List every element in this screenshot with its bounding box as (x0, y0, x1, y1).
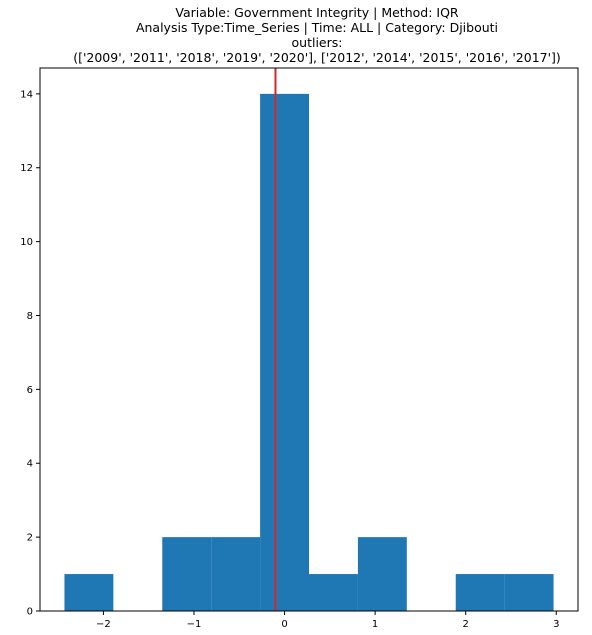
histogram-bar-0 (64, 574, 114, 611)
x-tick-label: 2 (463, 619, 469, 630)
y-tick-label: 14 (20, 89, 33, 100)
histogram-bar-3 (211, 537, 261, 611)
y-tick-label: 6 (27, 385, 33, 396)
title-line-1: Variable: Government Integrity | Method:… (175, 5, 459, 20)
x-tick-label: 3 (553, 619, 559, 630)
y-tick-label: 12 (20, 163, 33, 174)
y-tick-label: 4 (27, 459, 33, 470)
plot-frame (39, 67, 579, 612)
title-line-2: Analysis Type:Time_Series | Time: ALL | … (136, 20, 498, 35)
x-tick-label: 1 (372, 619, 378, 630)
histogram-bar-8 (455, 574, 505, 611)
histogram-bar-9 (504, 574, 554, 611)
chart-title: Variable: Government Integrity | Method:… (73, 5, 561, 65)
y-tick-label: 10 (20, 237, 33, 248)
x-axis: −2 −1 0 1 2 3 (96, 611, 559, 630)
y-tick-label: 0 (27, 607, 33, 618)
histogram-bar-6 (357, 537, 407, 611)
histogram-bar-2 (162, 537, 212, 611)
y-tick-label: 8 (27, 311, 33, 322)
y-tick-label: 2 (27, 533, 33, 544)
histogram-bar-5 (309, 574, 358, 611)
histogram-bar-4 (260, 93, 309, 612)
title-line-3: outliers: (292, 35, 343, 50)
bars-group (64, 93, 554, 612)
x-tick-label: −2 (96, 619, 111, 630)
title-line-4: (['2009', '2011', '2018', '2019', '2020'… (73, 50, 561, 65)
y-axis: 0 2 4 6 8 10 12 14 (20, 89, 40, 618)
x-tick-label: 0 (281, 619, 287, 630)
x-tick-label: −1 (187, 619, 202, 630)
